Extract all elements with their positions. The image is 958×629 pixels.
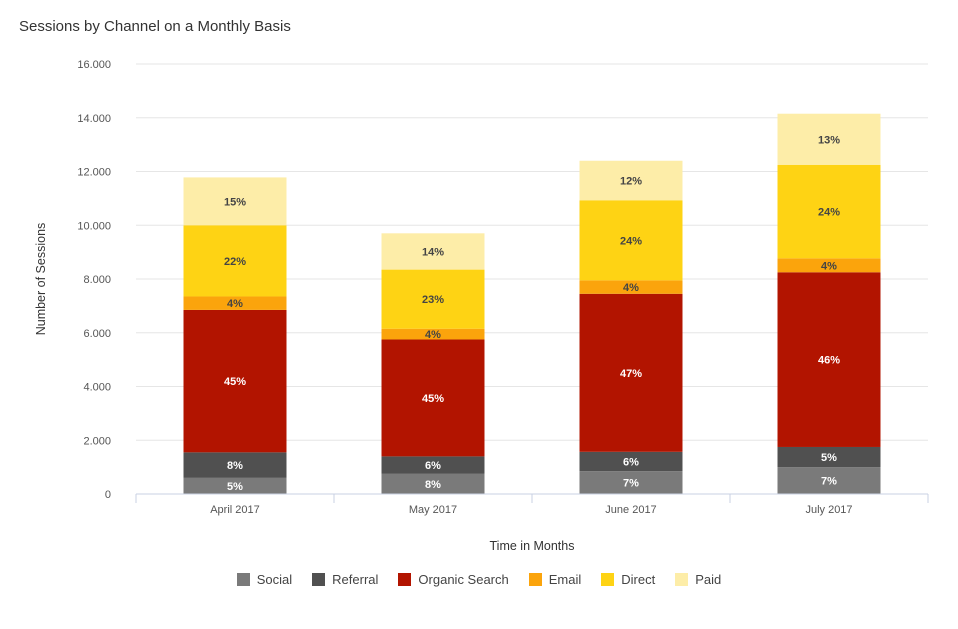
x-tick-label: July 2017 bbox=[805, 504, 852, 516]
bar-segment[interactable] bbox=[183, 452, 287, 478]
y-tick-label: 12.000 bbox=[77, 167, 111, 179]
x-tick-label: April 2017 bbox=[210, 504, 260, 516]
x-tick-label: May 2017 bbox=[409, 504, 457, 516]
bar-segment[interactable] bbox=[579, 160, 683, 201]
y-axis-title: Number of Sessions bbox=[34, 223, 48, 336]
bar-segment[interactable] bbox=[381, 269, 485, 329]
legend-label: Organic Search bbox=[418, 572, 509, 587]
y-tick-label: 2.000 bbox=[83, 435, 111, 447]
data-label: 22% bbox=[224, 256, 246, 268]
bar-segment[interactable] bbox=[579, 280, 683, 294]
data-label: 45% bbox=[224, 376, 246, 388]
data-label: 6% bbox=[623, 456, 639, 468]
data-label: 46% bbox=[818, 355, 840, 367]
data-label: 24% bbox=[818, 207, 840, 219]
data-label: 5% bbox=[227, 481, 243, 493]
legend-label: Email bbox=[548, 572, 582, 587]
bar-segment[interactable] bbox=[579, 200, 683, 281]
legend-item[interactable]: Email bbox=[528, 572, 582, 587]
data-label: 5% bbox=[821, 452, 837, 464]
data-label: 12% bbox=[620, 176, 642, 188]
legend-item[interactable]: Paid bbox=[675, 572, 721, 587]
data-label: 23% bbox=[422, 294, 444, 306]
chart-title: Sessions by Channel on a Monthly Basis bbox=[19, 18, 291, 35]
data-label: 7% bbox=[623, 478, 639, 490]
legend-label: Referral bbox=[332, 572, 379, 587]
data-label: 14% bbox=[422, 246, 444, 258]
legend-item[interactable]: Social bbox=[236, 572, 293, 587]
data-label: 45% bbox=[422, 393, 444, 405]
data-label: 47% bbox=[620, 368, 642, 380]
bar-segment[interactable] bbox=[777, 113, 881, 165]
data-label: 4% bbox=[623, 282, 639, 294]
y-tick-label: 4.000 bbox=[83, 382, 111, 394]
legend-label: Social bbox=[256, 572, 293, 587]
data-label: 7% bbox=[821, 476, 837, 488]
data-label: 13% bbox=[818, 134, 840, 146]
bar-segment[interactable] bbox=[579, 471, 683, 494]
legend-swatch bbox=[675, 573, 689, 586]
bar-segment[interactable] bbox=[777, 467, 881, 494]
legend-swatch bbox=[312, 573, 326, 586]
y-tick-label: 14.000 bbox=[77, 113, 111, 125]
legend-label: Paid bbox=[695, 572, 722, 587]
bar-segment[interactable] bbox=[777, 272, 881, 447]
data-label: 4% bbox=[227, 298, 243, 310]
data-label: 8% bbox=[227, 460, 243, 472]
x-tick-label: June 2017 bbox=[605, 504, 656, 516]
y-tick-label: 6.000 bbox=[83, 328, 111, 340]
bar-segment[interactable] bbox=[381, 328, 485, 340]
legend-swatch bbox=[601, 573, 615, 586]
legend-item[interactable]: Direct bbox=[601, 572, 655, 587]
x-axis: April 2017 May 2017 June 2017 July 2017 bbox=[135, 493, 929, 516]
bar-segment[interactable] bbox=[183, 477, 287, 494]
legend: Social Referral Organic Search Email Direct P… bbox=[0, 572, 958, 587]
bar-segment[interactable] bbox=[777, 446, 881, 468]
y-axis-ticks: 0 2.000 4.000 6.000 8.000 10.000 12.000 14.000 1… bbox=[77, 59, 111, 501]
bar-segment[interactable] bbox=[183, 177, 287, 226]
data-label: 6% bbox=[425, 460, 441, 472]
legend-swatch bbox=[398, 573, 412, 586]
y-tick-label: 8.000 bbox=[83, 274, 111, 286]
data-label: 8% bbox=[425, 479, 441, 491]
legend-swatch bbox=[236, 573, 250, 586]
bar-segment[interactable] bbox=[777, 164, 881, 259]
bar-segment[interactable] bbox=[183, 296, 287, 310]
bar-segment[interactable] bbox=[381, 233, 485, 270]
bar-segment[interactable] bbox=[183, 309, 287, 453]
legend-item[interactable]: Organic Search bbox=[398, 572, 509, 587]
bar-segment[interactable] bbox=[381, 473, 485, 494]
y-tick-label: 0 bbox=[105, 489, 111, 501]
bars: 5% 8% 45% 4% 22% 15% 8% 6% 45% 4% 23% 14% 7% 6% 47% 4% 2… bbox=[183, 113, 881, 494]
legend-item[interactable]: Referral bbox=[312, 572, 378, 587]
bar-segment[interactable] bbox=[579, 451, 683, 472]
bar-segment[interactable] bbox=[579, 293, 683, 452]
data-label: 24% bbox=[620, 235, 642, 247]
legend-label: Direct bbox=[621, 572, 656, 587]
bar-segment[interactable] bbox=[777, 258, 881, 273]
bar-segment[interactable] bbox=[381, 456, 485, 474]
data-label: 15% bbox=[224, 196, 246, 208]
bar-segment[interactable] bbox=[381, 339, 485, 457]
y-tick-label: 10.000 bbox=[77, 220, 111, 232]
y-tick-label: 16.000 bbox=[77, 59, 111, 71]
x-axis-title: Time in Months bbox=[490, 539, 575, 553]
legend-swatch bbox=[528, 573, 542, 586]
data-label: 4% bbox=[821, 260, 837, 272]
data-label: 4% bbox=[425, 329, 441, 341]
bar-segment[interactable] bbox=[183, 225, 287, 297]
